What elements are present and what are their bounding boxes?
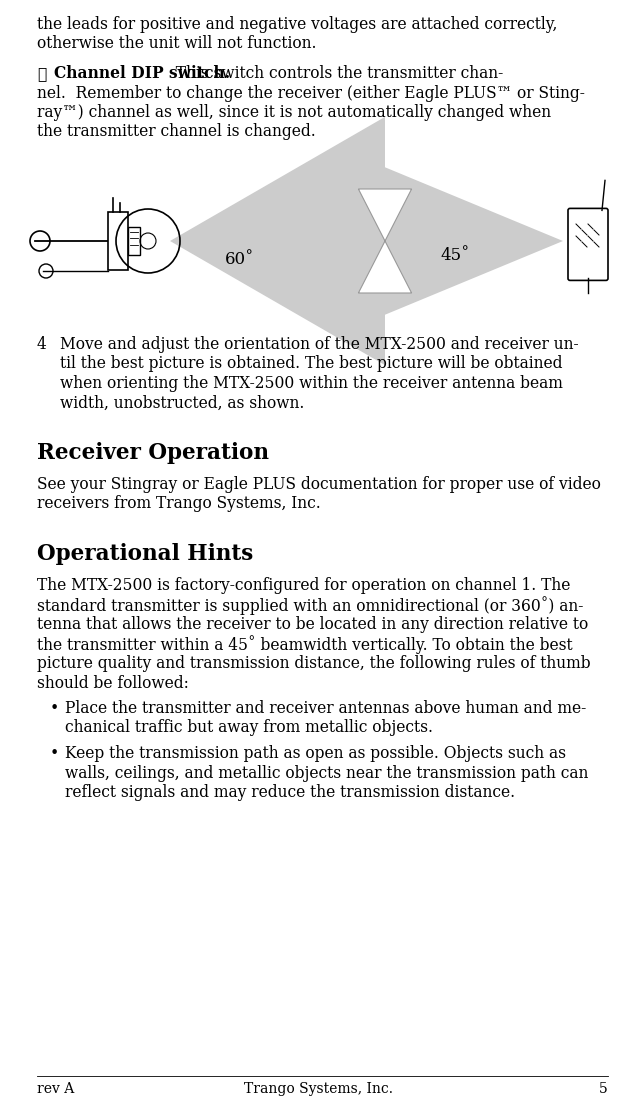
Polygon shape (359, 190, 412, 293)
Polygon shape (170, 117, 385, 365)
Text: the transmitter within a 45˚ beamwidth vertically. To obtain the best: the transmitter within a 45˚ beamwidth v… (37, 636, 573, 655)
Text: ⑤: ⑤ (37, 65, 47, 82)
Text: •: • (50, 700, 59, 717)
Text: ray™) channel as well, since it is not automatically changed when: ray™) channel as well, since it is not a… (37, 104, 551, 121)
Text: the transmitter channel is changed.: the transmitter channel is changed. (37, 123, 316, 140)
Text: receivers from Trango Systems, Inc.: receivers from Trango Systems, Inc. (37, 496, 321, 512)
Text: The MTX-2500 is factory-configured for operation on channel 1. The: The MTX-2500 is factory-configured for o… (37, 577, 570, 594)
Text: This switch controls the transmitter chan-: This switch controls the transmitter cha… (166, 65, 503, 82)
Text: Receiver Operation: Receiver Operation (37, 442, 269, 464)
Text: Keep the transmission path as open as possible. Objects such as: Keep the transmission path as open as po… (65, 745, 566, 761)
Text: rev A: rev A (37, 1082, 75, 1096)
Text: width, unobstructed, as shown.: width, unobstructed, as shown. (60, 395, 304, 411)
Text: Place the transmitter and receiver antennas above human and me-: Place the transmitter and receiver anten… (65, 700, 586, 717)
Text: See your Stingray or Eagle PLUS documentation for proper use of video: See your Stingray or Eagle PLUS document… (37, 476, 601, 493)
Text: chanical traffic but away from metallic objects.: chanical traffic but away from metallic … (65, 720, 433, 736)
Text: otherwise the unit will not function.: otherwise the unit will not function. (37, 35, 317, 53)
Text: reflect signals and may reduce the transmission distance.: reflect signals and may reduce the trans… (65, 784, 515, 801)
Text: Operational Hints: Operational Hints (37, 543, 254, 565)
Text: Move and adjust the orientation of the MTX-2500 and receiver un-: Move and adjust the orientation of the M… (60, 336, 578, 353)
Bar (108, 212, 128, 270)
Text: •: • (50, 745, 59, 761)
Text: should be followed:: should be followed: (37, 674, 189, 691)
Bar (128, 227, 140, 255)
Text: when orienting the MTX-2500 within the receiver antenna beam: when orienting the MTX-2500 within the r… (60, 375, 563, 392)
Text: 60˚: 60˚ (225, 250, 254, 268)
Text: the leads for positive and negative voltages are attached correctly,: the leads for positive and negative volt… (37, 17, 557, 33)
Text: 45˚: 45˚ (440, 248, 469, 264)
FancyBboxPatch shape (568, 208, 608, 280)
Text: nel.  Remember to change the receiver (either Eagle PLUS™ or Sting-: nel. Remember to change the receiver (ei… (37, 85, 585, 101)
Polygon shape (385, 168, 563, 315)
Text: 5: 5 (599, 1082, 608, 1096)
Text: til the best picture is obtained. The best picture will be obtained: til the best picture is obtained. The be… (60, 356, 562, 372)
Text: tenna that allows the receiver to be located in any direction relative to: tenna that allows the receiver to be loc… (37, 616, 588, 633)
Text: walls, ceilings, and metallic objects near the transmission path can: walls, ceilings, and metallic objects ne… (65, 765, 589, 781)
Text: standard transmitter is supplied with an omnidirectional (or 360˚) an-: standard transmitter is supplied with an… (37, 596, 583, 615)
Text: picture quality and transmission distance, the following rules of thumb: picture quality and transmission distanc… (37, 655, 590, 672)
Text: Trango Systems, Inc.: Trango Systems, Inc. (243, 1082, 392, 1096)
Text: Channel DIP switch.: Channel DIP switch. (54, 65, 230, 82)
Text: 4: 4 (37, 336, 47, 353)
